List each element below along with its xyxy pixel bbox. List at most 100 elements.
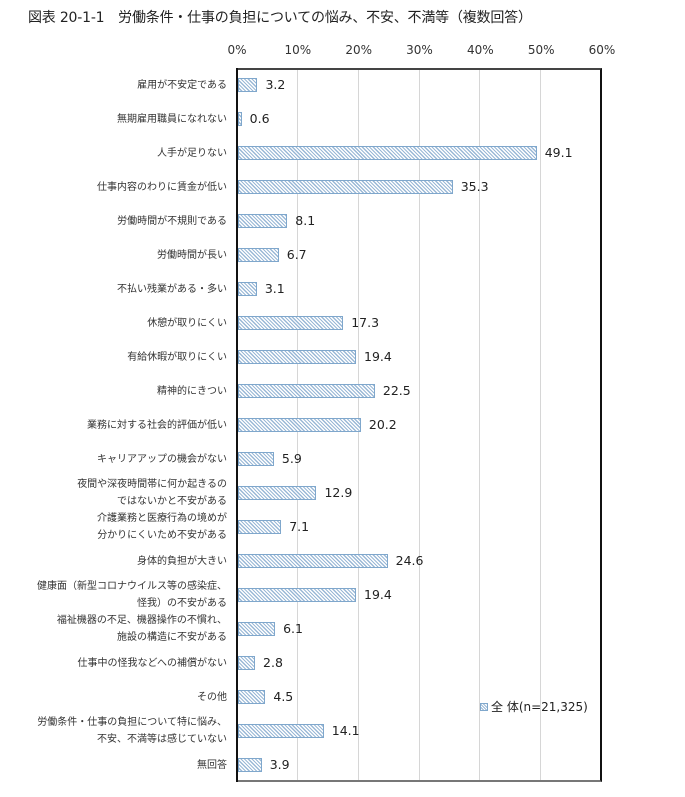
y-axis-line	[236, 68, 238, 782]
bar	[238, 384, 375, 398]
gridline	[479, 70, 481, 780]
category-label-line: 休憩が取りにくい	[147, 317, 227, 329]
category-label-line: 健康面（新型コロナウイルス等の感染症、	[37, 581, 227, 592]
bar	[238, 282, 257, 296]
category-label: 仕事中の怪我などへの補償がない	[78, 655, 228, 672]
category-label: 有給休暇が取りにくい	[127, 349, 227, 366]
category-label-line: 怪我）の不安がある	[137, 598, 227, 609]
category-label-line: 不払い残業がある・多い	[117, 283, 227, 295]
legend: 全 体(n=21,325)	[480, 698, 588, 715]
category-label: 身体的負担が大きい	[137, 553, 227, 570]
bar	[238, 758, 262, 772]
category-label: 労働時間が長い	[157, 247, 227, 264]
category-label: 無回答	[197, 757, 227, 774]
legend-swatch-icon	[480, 702, 488, 711]
category-label: 休憩が取りにくい	[147, 315, 227, 332]
category-label-line: 身体的負担が大きい	[137, 555, 227, 567]
category-label: 精神的にきつい	[157, 383, 227, 400]
bar-value-label: 17.3	[351, 315, 380, 330]
category-label: 介護業務と医療行為の境めが 分かりにくいため不安がある	[97, 510, 227, 544]
category-label-line: 無回答	[197, 759, 227, 771]
x-tick-label: 50%	[527, 43, 555, 57]
bar	[238, 656, 256, 670]
chart-title: 図表 20-1-1 労働条件・仕事の負担についての悩み、不安、不満等（複数回答）	[28, 10, 532, 26]
bar-value-label: 4.5	[273, 689, 294, 704]
bar-value-label: 22.5	[382, 383, 411, 398]
category-label: 福祉機器の不足、機器操作の不慣れ、施設の構造に不安がある	[57, 612, 227, 646]
bar-value-label: 20.2	[368, 417, 397, 432]
bar-value-label: 3.1	[264, 281, 285, 296]
bar	[238, 418, 361, 432]
bar	[238, 180, 453, 194]
bar-value-label: 5.9	[281, 451, 302, 466]
bar	[238, 554, 388, 568]
category-label-line: ではないかと不安がある	[117, 496, 227, 507]
bar-value-label: 6.1	[283, 621, 303, 636]
category-label-line: 夜間や深夜時間帯に何か起きるの	[77, 479, 227, 490]
category-label-line: 労働条件・仕事の負担について特に悩み、	[37, 717, 227, 728]
category-label: 労働条件・仕事の負担について特に悩み、不安、不満等は感じていない	[37, 714, 227, 748]
bar-value-label: 0.6	[249, 111, 270, 126]
bar	[238, 316, 344, 330]
category-label-line: 人手が足りない	[157, 147, 227, 159]
category-label-line: 雇用が不安定である	[137, 79, 227, 91]
x-tick-label: 30%	[406, 43, 433, 57]
category-label-line: 労働時間が不規則である	[117, 215, 227, 227]
bar-value-label: 3.9	[269, 757, 290, 772]
category-label: キャリアアップの機会がない	[97, 451, 227, 468]
x-tick-label: 0%	[227, 43, 247, 57]
bar	[238, 520, 282, 534]
bar	[238, 452, 274, 466]
bar	[238, 622, 276, 636]
bar-value-label: 3.2	[265, 77, 286, 92]
category-label-line: 施設の構造に不安がある	[117, 632, 227, 643]
category-label-line: 福祉機器の不足、機器操作の不慣れ、	[56, 615, 227, 626]
bar	[238, 214, 288, 228]
category-label-line: 不安、不満等は感じていない	[97, 734, 227, 745]
category-label: 健康面（新型コロナウイルス等の感染症、怪我）の不安がある	[37, 578, 227, 612]
category-label-line: 介護業務と医療行為の境めが	[97, 513, 227, 524]
bar	[238, 146, 537, 160]
category-label: 業務に対する社会的評価が低い	[87, 417, 227, 434]
x-tick-label: 40%	[466, 43, 494, 57]
bar-value-label: 7.1	[289, 519, 310, 534]
x-tick-label: 60%	[588, 43, 616, 57]
bar	[238, 248, 279, 262]
bar-value-label: 8.1	[295, 213, 316, 228]
category-label: 労働時間が不規則である	[117, 213, 227, 230]
bar-value-label: 24.6	[395, 553, 424, 568]
category-label: 人手が足りない	[157, 145, 227, 162]
bar-value-label: 12.9	[324, 485, 353, 500]
bar	[238, 112, 242, 126]
category-label-line: 仕事内容のわりに賃金が低い	[97, 181, 227, 193]
x-tick-label: 10%	[284, 43, 312, 57]
bar	[238, 724, 324, 738]
gridline	[418, 70, 420, 780]
category-label: 不払い残業がある・多い	[117, 281, 227, 298]
category-label-line: 分かりにくいため不安がある	[97, 530, 227, 541]
bar-value-label: 19.4	[364, 587, 392, 602]
bar-value-label: 49.1	[544, 145, 573, 160]
category-label: 仕事内容のわりに賃金が低い	[97, 179, 227, 196]
category-label: 無期雇用職員になれない	[117, 111, 227, 128]
bar-value-label: 35.3	[460, 179, 489, 194]
category-label-line: 業務に対する社会的評価が低い	[87, 419, 227, 431]
category-label-line: 労働時間が長い	[157, 249, 227, 261]
category-label-line: 精神的にきつい	[157, 385, 227, 397]
bar-value-label: 14.1	[331, 723, 360, 738]
category-label: 夜間や深夜時間帯に何か起きるのではないかと不安がある	[77, 476, 227, 510]
bar	[238, 486, 317, 500]
bar	[238, 588, 357, 602]
category-label: 雇用が不安定である	[137, 77, 227, 94]
x-tick-label: 20%	[345, 43, 372, 57]
category-label: その他	[197, 689, 227, 706]
category-label-line: その他	[197, 691, 227, 703]
bar-value-label: 19.4	[364, 349, 392, 364]
category-label-line: キャリアアップの機会がない	[97, 453, 227, 465]
legend-label: 全 体(n=21,325)	[491, 700, 588, 714]
gridline	[540, 70, 542, 780]
bar	[238, 78, 258, 92]
bar-value-label: 6.7	[286, 247, 307, 262]
category-label-line: 無期雇用職員になれない	[117, 113, 227, 125]
bar	[238, 690, 266, 704]
